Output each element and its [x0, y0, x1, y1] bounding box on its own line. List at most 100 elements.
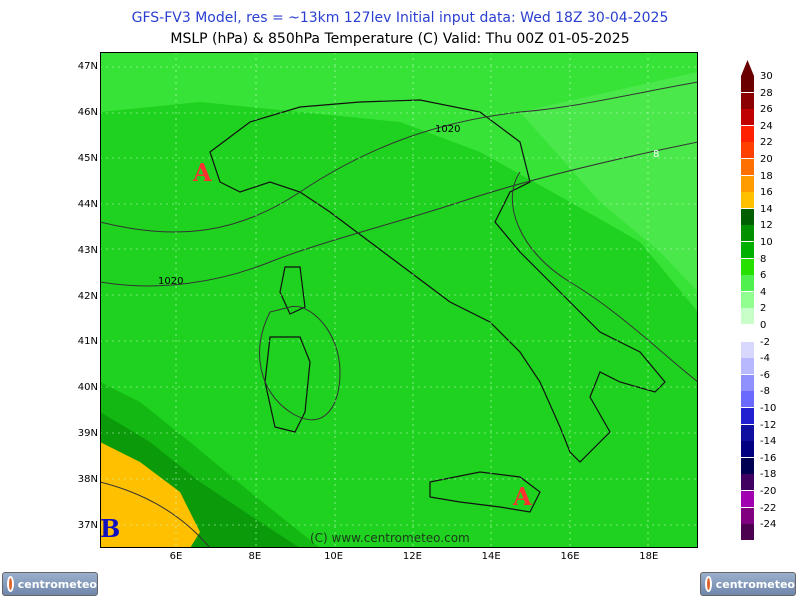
colorbar-swatch: [741, 109, 754, 127]
logo-icon: [705, 576, 712, 592]
colorbar-swatch: [741, 358, 754, 376]
corsica: [279, 266, 306, 315]
colorbar-swatch: [741, 424, 754, 442]
isobar-2: [99, 141, 699, 287]
latitude-label: 46N: [77, 106, 98, 118]
latitude-label: 47N: [77, 61, 98, 72]
logo-text: centrometeo: [715, 577, 795, 591]
colorbar-swatch: [741, 258, 754, 276]
map-frame: [100, 52, 698, 548]
colorbar-swatch: [741, 192, 754, 210]
isobar-label-2: 1020: [435, 124, 460, 135]
latitude-label: 39N: [77, 428, 98, 440]
grid: [100, 52, 698, 548]
longitude-label: 14E: [481, 551, 501, 562]
isobar-3: [259, 305, 341, 421]
colorbar-swatch: [741, 76, 754, 93]
colorbar-swatch: [741, 242, 754, 259]
colorbar-swatch: [741, 125, 754, 143]
colorbar-label: -10: [760, 403, 777, 414]
colorbar-label: -6: [760, 369, 770, 381]
weather-map: 1020 1020 8 (C) www.centrometeo.com: [99, 52, 699, 549]
colorbar-label: 12: [760, 220, 773, 232]
colorbar-label: -12: [760, 419, 777, 431]
title-line-1: GFS-FV3 Model, res = ~13km 127lev Initia…: [131, 10, 669, 26]
colorbar-label: -2: [760, 336, 770, 348]
colorbar-label: 14: [760, 203, 773, 215]
colorbar-bottom-arrow: [741, 524, 754, 540]
latitude-label: 45N: [77, 152, 98, 164]
colorbar-swatch: [741, 374, 754, 392]
colorbar-swatch: [741, 441, 754, 459]
latitude-label: 41N: [77, 336, 98, 348]
centrometeo-logo-right[interactable]: centrometeo: [700, 572, 796, 596]
colorbar-label: -14: [760, 436, 777, 448]
colorbar-label: 0: [760, 320, 767, 331]
colorbar-swatch: [741, 491, 754, 508]
latitude-label: 43N: [77, 244, 98, 256]
colorbar-label: -20: [760, 486, 777, 497]
colorbar-swatch: [741, 92, 754, 110]
colorbar-swatch: [741, 291, 754, 309]
longitude-label: 8E: [248, 551, 262, 562]
colorbar-swatch: [741, 275, 754, 293]
latitude-label: 38N: [77, 474, 98, 486]
low-pressure-center: B: [100, 514, 121, 543]
colorbar-swatch: [741, 391, 754, 409]
longitude-label: 12E: [402, 551, 422, 562]
isobar-1: [99, 81, 699, 233]
colorbar-swatch: [741, 208, 754, 226]
latitude-label: 37N: [77, 520, 98, 531]
colorbar-label: -16: [760, 452, 777, 464]
colorbar-label: 28: [760, 87, 773, 99]
colorbar-label: -24: [760, 519, 777, 531]
colorbar-label: 10: [760, 237, 773, 248]
colorbar-label: 26: [760, 104, 773, 116]
colorbar-label: 8: [760, 253, 767, 265]
colorbar-label: 16: [760, 187, 773, 199]
colorbar-swatch: [741, 159, 754, 176]
colorbar-swatch: [741, 175, 754, 193]
coastlines: [209, 99, 666, 513]
longitude-label: 18E: [639, 551, 659, 562]
colorbar-label: -8: [760, 386, 770, 398]
colorbar-swatch: [741, 457, 754, 475]
temp-field-east: [520, 72, 698, 292]
isobar-5: [99, 481, 211, 549]
colorbar-label: -18: [760, 469, 777, 481]
colorbar-swatch: [741, 225, 754, 243]
latitude-label: 42N: [77, 290, 98, 302]
logo-text: centrometeo: [17, 577, 97, 591]
isobar-label-3: 8: [653, 149, 659, 160]
sardinia: [264, 336, 311, 433]
latitude-label: 44N: [77, 198, 98, 210]
colorbar-label: 22: [760, 137, 773, 149]
colorbar-label: 20: [760, 154, 773, 165]
colorbar-label: -4: [760, 353, 770, 365]
colorbar-swatch: [741, 474, 754, 492]
colorbar-label: 2: [760, 303, 767, 315]
colorbar-label: 24: [760, 120, 773, 132]
longitude-label: 10E: [324, 551, 344, 562]
title-line-2: MSLP (hPa) & 850hPa Temperature (C) Vali…: [170, 31, 630, 47]
temp-field-16: [100, 442, 200, 548]
latitude-label: 40N: [77, 382, 98, 394]
colorbar-swatch: [741, 308, 754, 326]
colorbar-swatch: [741, 142, 754, 160]
colorbar-swatch: [741, 408, 754, 425]
watermark: (C) www.centrometeo.com: [310, 531, 470, 545]
colorbar-label: 18: [760, 170, 773, 182]
colorbar-label: 30: [760, 71, 773, 82]
colorbar-swatch: [741, 341, 754, 359]
high-pressure-center: A: [513, 482, 532, 511]
colorbar-top-arrow: [741, 60, 754, 76]
longitude-label: 6E: [169, 551, 183, 562]
colorbar-swatch: [741, 507, 754, 525]
colorbar-label: 4: [760, 286, 767, 298]
colorbar-label: 6: [760, 270, 767, 282]
longitude-label: 16E: [560, 551, 580, 562]
colorbar-label: -22: [760, 502, 777, 514]
centrometeo-logo-left[interactable]: centrometeo: [2, 572, 98, 596]
high-pressure-center: A: [193, 158, 212, 187]
sicily: [429, 471, 541, 513]
